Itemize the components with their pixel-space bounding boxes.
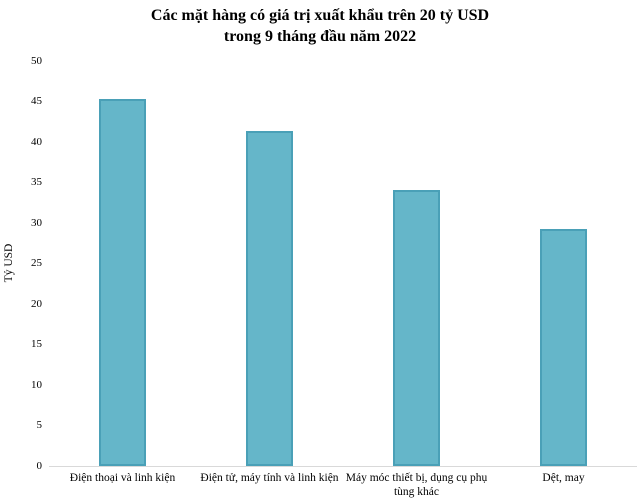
y-tick-label: 50	[31, 54, 42, 67]
y-tick-label: 40	[31, 135, 42, 148]
chart-title-line2: trong 9 tháng đầu năm 2022	[223, 28, 417, 45]
x-axis-label: Điện thoại và linh kiện	[41, 471, 205, 485]
y-tick-label: 30	[31, 216, 42, 229]
chart-title: Các mặt hàng có giá trị xuất khẩu trên 2…	[0, 5, 640, 47]
plot-area	[49, 61, 637, 467]
chart-title-line1: Các mặt hàng có giá trị xuất khẩu trên 2…	[150, 7, 490, 24]
x-axis-line	[49, 466, 637, 467]
bar-2	[393, 189, 440, 466]
x-axis-label: Dệt, may	[482, 471, 640, 485]
y-tick-label: 25	[31, 257, 42, 269]
y-tick-label: 45	[31, 95, 42, 107]
y-tick-label: 10	[31, 378, 42, 391]
x-axis-label-line: Dệt, may	[542, 472, 585, 484]
y-tick-label: 5	[36, 419, 43, 431]
x-axis-label-line: Điện tử, máy tính và linh kiện	[200, 472, 339, 484]
x-axis-label-line: Điện thoại và linh kiện	[69, 472, 176, 484]
x-axis-label-line: Máy móc thiết bị, dụng cụ phụ	[345, 472, 488, 484]
x-axis-label: Điện tử, máy tính và linh kiện	[188, 471, 352, 485]
y-tick-label: 0	[36, 459, 43, 472]
x-axis-label-line: tùng khác	[393, 486, 440, 498]
y-tick-label: 20	[31, 297, 42, 310]
y-tick-label: 15	[31, 338, 42, 350]
bar-0	[99, 99, 146, 466]
bar-3	[540, 229, 587, 466]
y-tick-label: 35	[31, 176, 42, 188]
bar-1	[246, 130, 293, 466]
x-axis-label: Máy móc thiết bị, dụng cụ phụ tùng khác	[335, 471, 499, 499]
